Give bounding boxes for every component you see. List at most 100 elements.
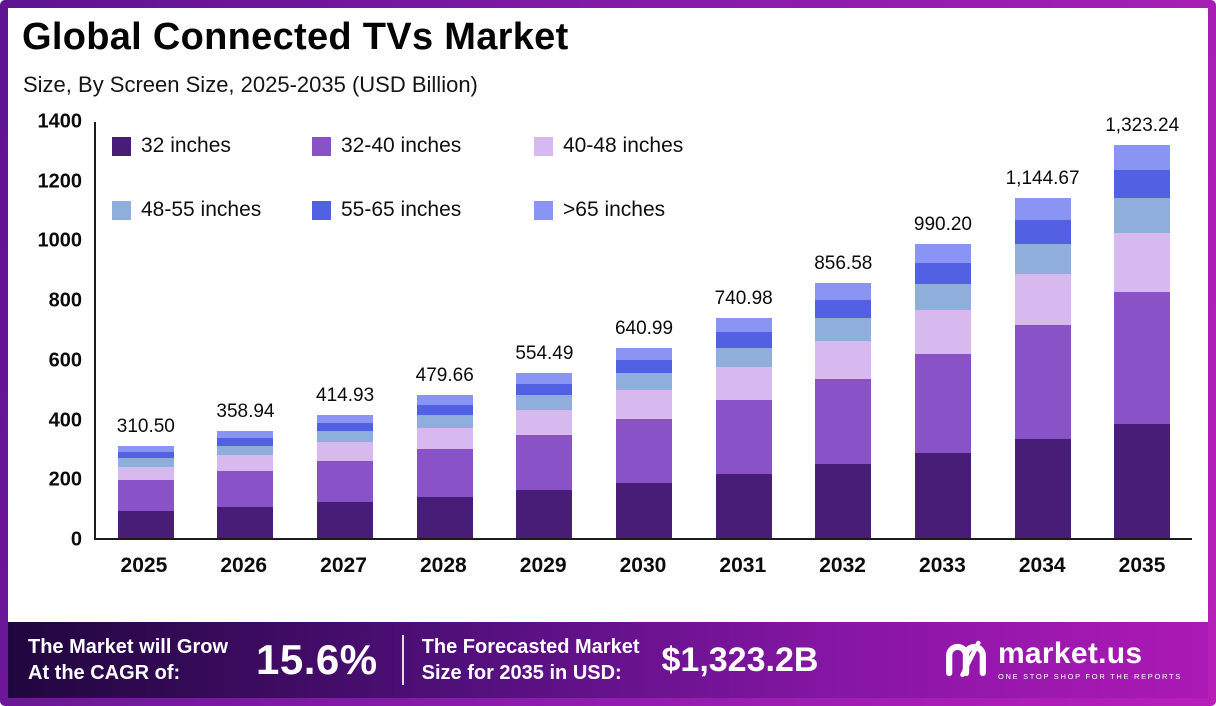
forecast-label-line2: Size for 2035 in USD: xyxy=(421,662,622,684)
bar-segment-32-40-inches xyxy=(317,460,374,503)
bar-stack xyxy=(516,373,573,538)
legend-item-48-55-inches: 48-55 inches xyxy=(112,198,312,222)
bar-segment-55-65-inches xyxy=(1014,219,1071,244)
bar-segment-32-inches xyxy=(117,511,174,538)
footer-divider xyxy=(401,635,404,685)
bar-segment-48-55-inches xyxy=(1114,197,1171,234)
bar-segment-48-55-inches xyxy=(217,445,274,456)
bar-2034: 1,144.67 xyxy=(993,122,1093,538)
bar-stack xyxy=(616,347,673,538)
bar-segment--65-inches xyxy=(217,431,274,439)
bar-total-label: 414.93 xyxy=(316,384,375,406)
forecast-value: $1,323.2B xyxy=(661,640,819,679)
chart-panel: Global Connected TVs Market Size, By Scr… xyxy=(8,8,1208,698)
brand-text: market.us ONE STOP SHOP FOR THE REPORTS xyxy=(998,639,1182,681)
y-tick-label: 600 xyxy=(48,349,82,372)
bar-segment-32-40-inches xyxy=(616,418,673,483)
legend-item-32-40-inches: 32-40 inches xyxy=(312,134,534,158)
plot-area: 310.50 358.94 414.93 479.66 554.49 640.99 740.… xyxy=(94,115,1192,540)
bar-segment--65-inches xyxy=(1114,144,1171,171)
y-tick-label: 1400 xyxy=(37,110,83,133)
bar-stack xyxy=(317,414,374,538)
legend-swatch-icon xyxy=(534,200,553,220)
bar-2029: 554.49 xyxy=(495,122,595,538)
bar-2026: 358.94 xyxy=(196,122,296,538)
bar-segment-40-48-inches xyxy=(616,390,673,419)
bar-segment-32-inches xyxy=(217,507,274,538)
legend-label: 55-65 inches xyxy=(341,198,462,221)
brand-tagline: ONE STOP SHOP FOR THE REPORTS xyxy=(997,672,1182,682)
bar-segment-48-55-inches xyxy=(516,395,573,411)
bar-segment-48-55-inches xyxy=(317,431,374,443)
bar-segment-32-inches xyxy=(715,474,772,538)
x-axis-label-2028: 2028 xyxy=(419,554,467,577)
bar-segment--65-inches xyxy=(914,243,971,263)
bar-total-label: 856.58 xyxy=(814,253,873,275)
bar-2035: 1,323.24 xyxy=(1092,115,1192,538)
bar-segment-55-65-inches xyxy=(416,404,473,415)
bar-segment-55-65-inches xyxy=(815,300,872,318)
bar-segment-48-55-inches xyxy=(914,283,971,310)
legend-swatch-icon xyxy=(112,200,131,220)
legend-label: 40-48 inches xyxy=(563,134,684,157)
bar-segment-32-40-inches xyxy=(117,480,174,512)
bar-segment-32-40-inches xyxy=(1014,325,1071,440)
bar-2027: 414.93 xyxy=(295,122,395,538)
bar-segment-32-40-inches xyxy=(217,471,274,508)
bar-segment-32-40-inches xyxy=(715,400,772,475)
bar-segment-55-65-inches xyxy=(217,438,274,446)
bar-segment-48-55-inches xyxy=(117,458,174,467)
legend: 32 inches 32-40 inches 40-48 inches 48-55 i… xyxy=(112,134,683,222)
bar-2032: 856.58 xyxy=(793,122,893,538)
bar-2030: 640.99 xyxy=(594,122,694,538)
bar-segment--65-inches xyxy=(616,347,673,360)
bar-segment-32-40-inches xyxy=(516,435,573,491)
legend-item-32-inches: 32 inches xyxy=(112,134,312,158)
bar-stack xyxy=(1114,144,1171,538)
x-axis-label-2025: 2025 xyxy=(120,554,168,577)
bar-total-label: 1,323.24 xyxy=(1105,114,1180,136)
bar-segment-32-inches xyxy=(317,502,374,538)
x-axis: 2025 2026 2027 2028 2029 2030 2031 2032 2033 2034… xyxy=(94,554,1192,578)
y-tick-label: 200 xyxy=(48,468,82,491)
bar-segment-40-48-inches xyxy=(815,340,872,379)
bar-stack xyxy=(117,445,174,538)
bar-segment--65-inches xyxy=(815,283,872,301)
bar-segment-55-65-inches xyxy=(715,332,772,348)
cagr-value: 15.6% xyxy=(256,636,378,683)
footer-banner: The Market will Grow At the CAGR of: 15.… xyxy=(8,622,1208,698)
bar-segment-32-inches xyxy=(616,482,673,538)
bar-2028: 479.66 xyxy=(395,122,495,538)
x-axis-label-2029: 2029 xyxy=(519,554,567,577)
bar-segment-40-48-inches xyxy=(317,442,374,461)
legend-item-55-65-inches: 55-65 inches xyxy=(312,198,534,222)
brand-name: market.us xyxy=(997,637,1143,671)
bar-total-label: 1,144.67 xyxy=(1005,167,1080,189)
x-axis-label-2031: 2031 xyxy=(719,554,767,577)
bar-segment--65-inches xyxy=(1014,197,1071,220)
x-axis-label-2033: 2033 xyxy=(919,554,966,577)
bar-segment-48-55-inches xyxy=(1014,243,1071,275)
legend-item--65-inches: >65 inches xyxy=(534,198,683,222)
bar-segment--65-inches xyxy=(516,373,573,384)
bar-total-label: 990.20 xyxy=(913,213,972,235)
legend-swatch-icon xyxy=(312,200,331,220)
bar-segment--65-inches xyxy=(416,395,473,405)
bar-segment-55-65-inches xyxy=(914,262,971,284)
bar-segment-40-48-inches xyxy=(217,455,274,472)
bar-segment-32-inches xyxy=(416,496,473,538)
bar-segment-40-48-inches xyxy=(516,410,573,436)
bar-segment-55-65-inches xyxy=(616,359,673,374)
bar-stack xyxy=(914,243,971,538)
bar-segment-55-65-inches xyxy=(1114,170,1171,198)
y-tick-label: 0 xyxy=(70,528,82,551)
bar-segment-55-65-inches xyxy=(117,451,174,459)
bar-segment-48-55-inches xyxy=(416,414,473,428)
chart-subtitle: Size, By Screen Size, 2025-2035 (USD Bil… xyxy=(23,72,478,97)
legend-label: 32 inches xyxy=(141,134,231,157)
bar-total-label: 554.49 xyxy=(515,343,574,365)
bar-2025: 310.50 xyxy=(96,122,196,538)
bar-stack xyxy=(715,317,772,538)
cagr-label-line2: At the CAGR of: xyxy=(28,662,181,684)
legend-label: >65 inches xyxy=(563,198,666,221)
